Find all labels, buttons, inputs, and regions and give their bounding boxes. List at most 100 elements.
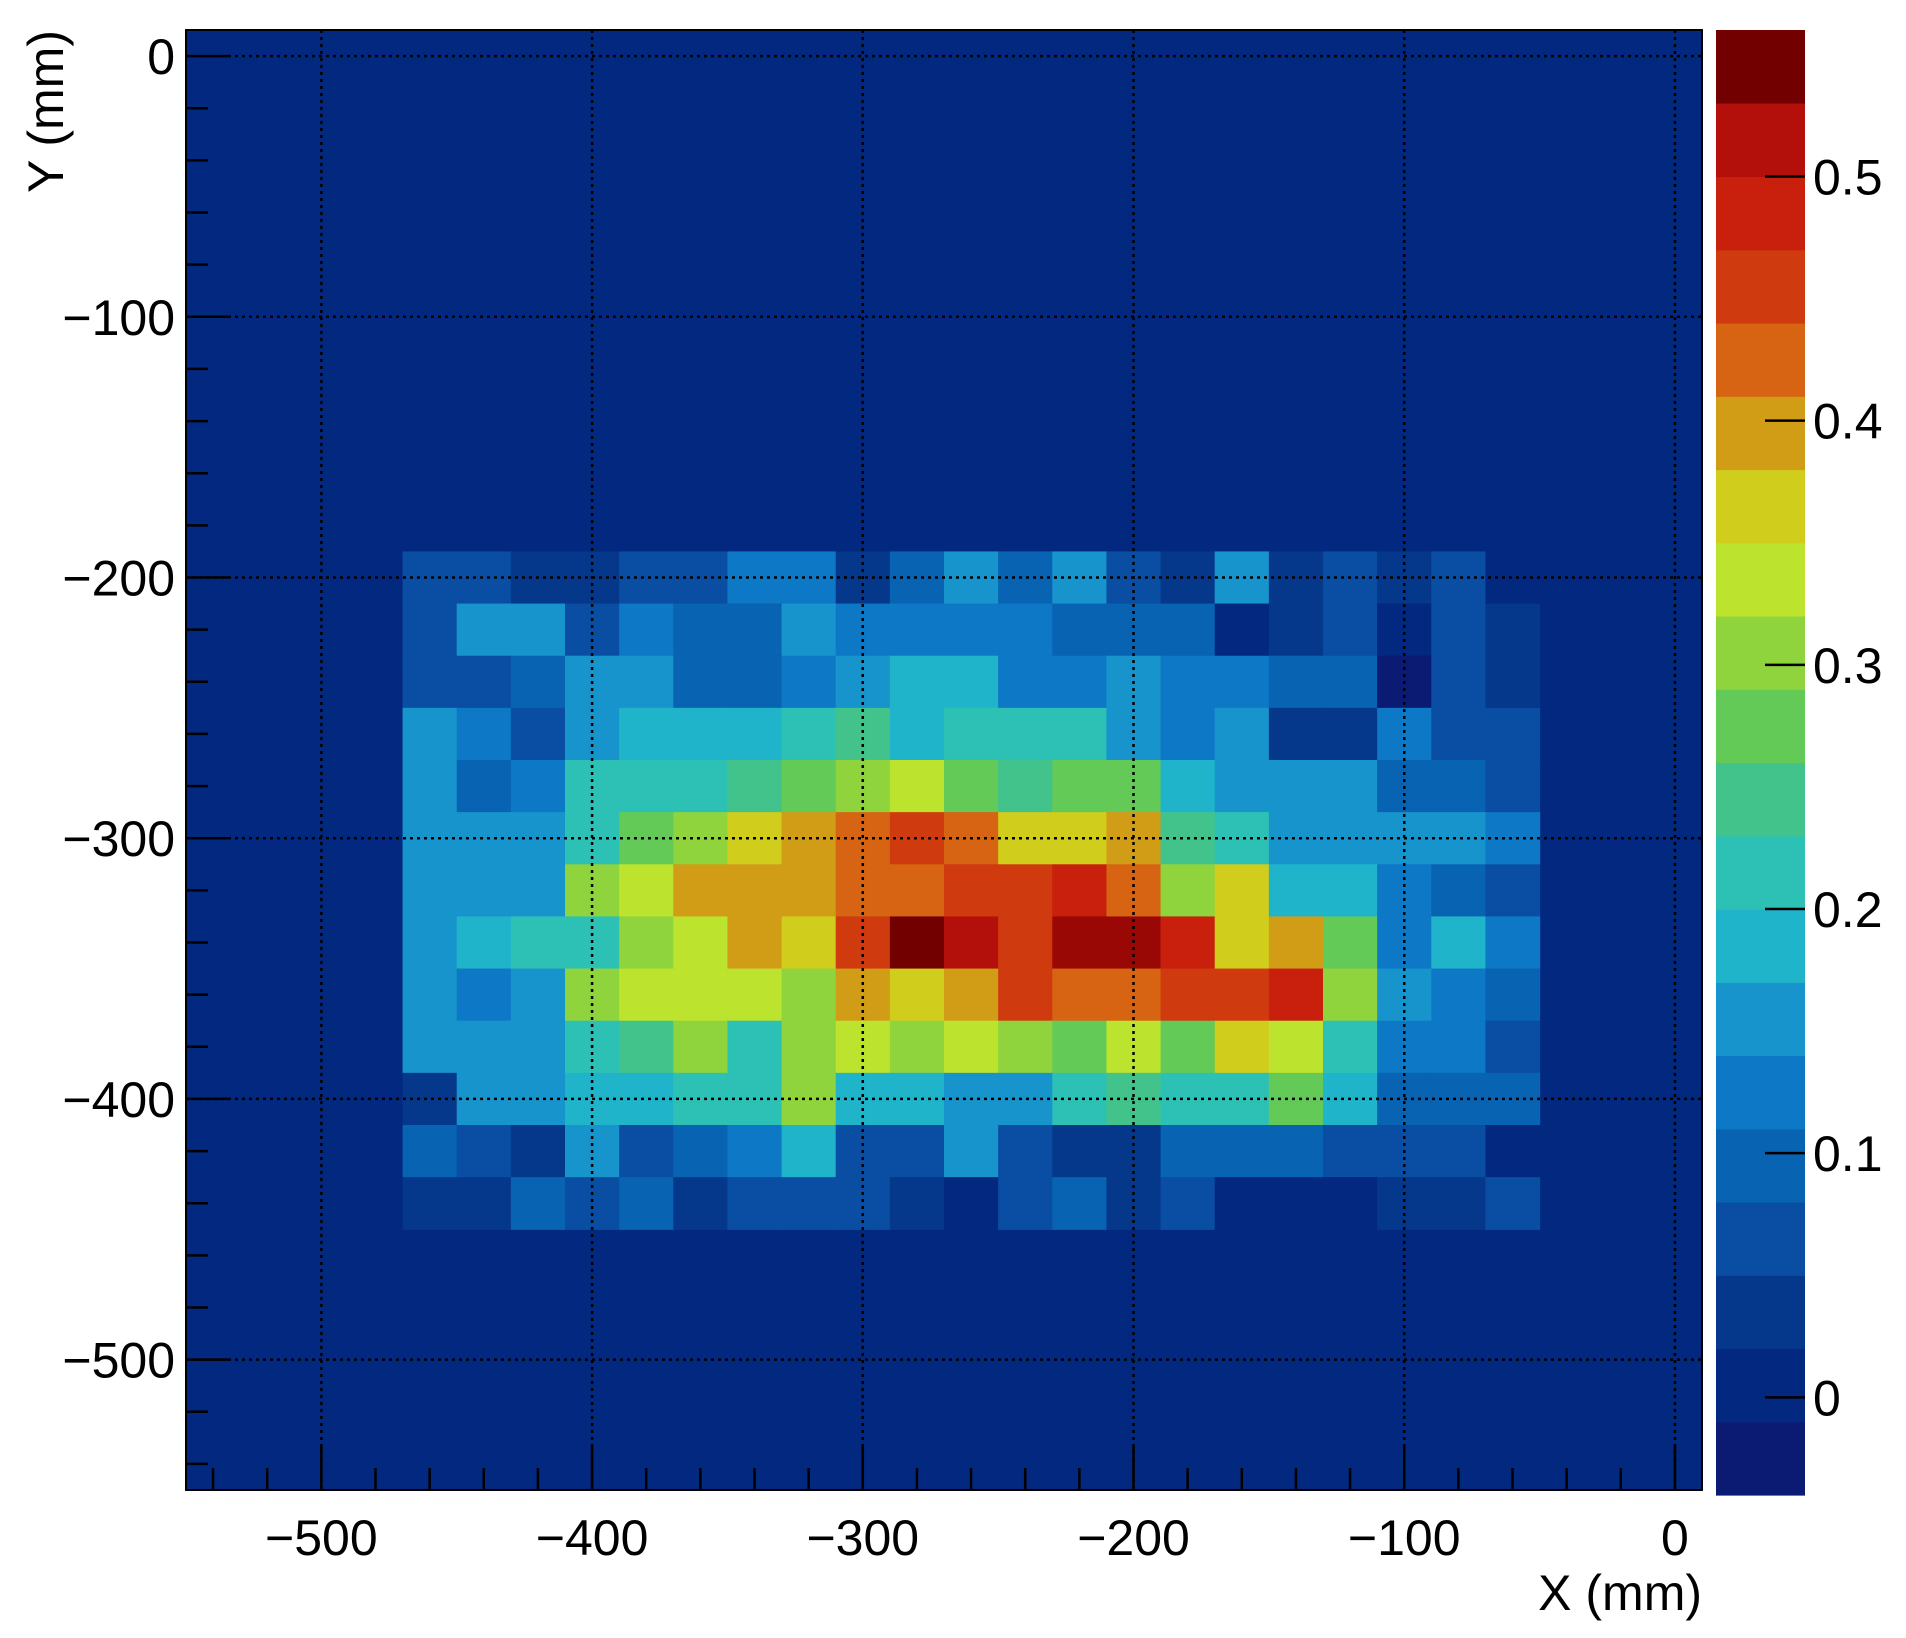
heatmap-cell	[456, 707, 512, 761]
heatmap-cell	[727, 707, 783, 761]
heatmap-cell	[998, 864, 1053, 918]
heatmap-cell	[619, 707, 674, 761]
heatmap-cell	[1052, 760, 1108, 813]
heatmap-cell	[456, 603, 512, 657]
heatmap-cell	[1052, 968, 1108, 1022]
heatmap-cell	[1052, 603, 1108, 657]
x-tick-label: −100	[1348, 1510, 1461, 1566]
heatmap-cell	[781, 707, 837, 761]
heatmap-cell	[673, 707, 729, 761]
heatmap-cell	[1268, 916, 1324, 970]
heatmap-cell	[1323, 655, 1378, 709]
plot-frame	[185, 29, 1703, 1491]
heatmap-cell	[1485, 864, 1541, 918]
colorbar-band	[1716, 616, 1805, 690]
heatmap-cell	[402, 1020, 458, 1074]
heatmap-cell	[456, 916, 512, 970]
heatmap-cell	[673, 968, 729, 1022]
heatmap-cell	[1214, 1177, 1270, 1230]
heatmap-cell	[944, 864, 999, 918]
heatmap-cell	[889, 760, 945, 813]
heatmap-cell	[1214, 864, 1270, 918]
heatmap-cell	[889, 1020, 945, 1074]
heatmap-cell	[619, 655, 674, 709]
heatmap-cell	[944, 707, 999, 761]
y-tick-label: −400	[62, 1072, 175, 1128]
heatmap-cell	[889, 864, 945, 918]
heatmap-cell	[998, 1125, 1053, 1178]
heatmap-cell	[1160, 1177, 1216, 1230]
heatmap-cell	[673, 916, 729, 970]
heatmap-cell	[1214, 655, 1270, 709]
heatmap-cell	[889, 916, 945, 970]
heatmap-cell	[402, 707, 458, 761]
heatmap-cell	[781, 968, 837, 1022]
y-tick-label: −200	[62, 551, 175, 607]
heatmap-cell	[727, 760, 783, 813]
heatmap-cell	[1323, 707, 1378, 761]
heatmap-cell	[1214, 707, 1270, 761]
heatmap-cell	[1160, 707, 1216, 761]
heatmap-cell	[510, 655, 566, 709]
heatmap-cell	[510, 1177, 566, 1230]
heatmap-cell	[1268, 707, 1324, 761]
heatmap-cell	[998, 916, 1053, 970]
heatmap-cell	[1268, 1125, 1324, 1178]
heatmap-cells	[186, 30, 1702, 1490]
heatmap-cell	[1323, 1177, 1378, 1230]
y-tick-label: 0	[147, 29, 175, 85]
heatmap-cell	[1431, 603, 1487, 657]
heatmap-cell	[889, 968, 945, 1022]
heatmap-cell	[835, 864, 891, 918]
heatmap-cell	[456, 1177, 512, 1230]
heatmap-cell	[781, 603, 837, 657]
heatmap-cell	[1052, 1125, 1108, 1178]
heatmap-cell	[456, 1020, 512, 1074]
heatmap-cell	[781, 864, 837, 918]
axes: −500 −400 −300 −200 −100 0 0 −100 −200 −300 −400 −5…	[62, 29, 1703, 1566]
heatmap-cell	[1052, 916, 1108, 970]
heatmap-cell	[1431, 968, 1487, 1022]
heatmap-cell	[1052, 1177, 1108, 1230]
heatmap-cell	[619, 968, 674, 1022]
heatmap-cell	[1052, 707, 1108, 761]
colorbar-band	[1716, 542, 1805, 617]
colorbar-band	[1716, 396, 1805, 471]
heatmap-cell	[619, 1125, 674, 1178]
colorbar-band	[1716, 762, 1805, 837]
heatmap-cell	[944, 760, 999, 813]
heatmap-cell	[1485, 707, 1541, 761]
heatmap-cell	[1214, 760, 1270, 813]
heatmap-cell	[673, 603, 729, 657]
heatmap-cell	[1431, 760, 1487, 813]
heatmap-cell	[510, 968, 566, 1022]
colorbar-tick-label: 0.5	[1813, 150, 1883, 206]
heatmap-cell	[1485, 603, 1541, 657]
heatmap-cell	[727, 916, 783, 970]
colorbar-band	[1716, 1128, 1805, 1203]
heatmap-cell	[1485, 916, 1541, 970]
y-tick-label: −500	[62, 1333, 175, 1389]
heatmap-cell	[510, 603, 566, 657]
heatmap-cell	[1268, 1177, 1324, 1230]
heatmap-cell	[1160, 760, 1216, 813]
heatmap-cell	[1214, 1125, 1270, 1178]
heatmap-cell	[1323, 760, 1378, 813]
heatmap-cell	[1431, 1125, 1487, 1178]
heatmap-cell	[1323, 968, 1378, 1022]
heatmap-cell	[998, 760, 1053, 813]
heatmap-cell	[456, 864, 512, 918]
heatmap-cell	[673, 1125, 729, 1178]
colorbar-band	[1716, 469, 1805, 544]
heatmap-cell	[727, 968, 783, 1022]
colorbar-band	[1716, 323, 1805, 397]
colorbar-band	[1716, 1202, 1805, 1276]
heatmap-cell	[1268, 603, 1324, 657]
heatmap-cell	[1485, 1177, 1541, 1230]
heatmap-cell	[1268, 760, 1324, 813]
colorbar-band	[1716, 249, 1805, 324]
heatmap-cell	[889, 603, 945, 657]
heatmap-cell	[402, 864, 458, 918]
heatmap-cell	[889, 1177, 945, 1230]
heatmap-cell	[619, 916, 674, 970]
